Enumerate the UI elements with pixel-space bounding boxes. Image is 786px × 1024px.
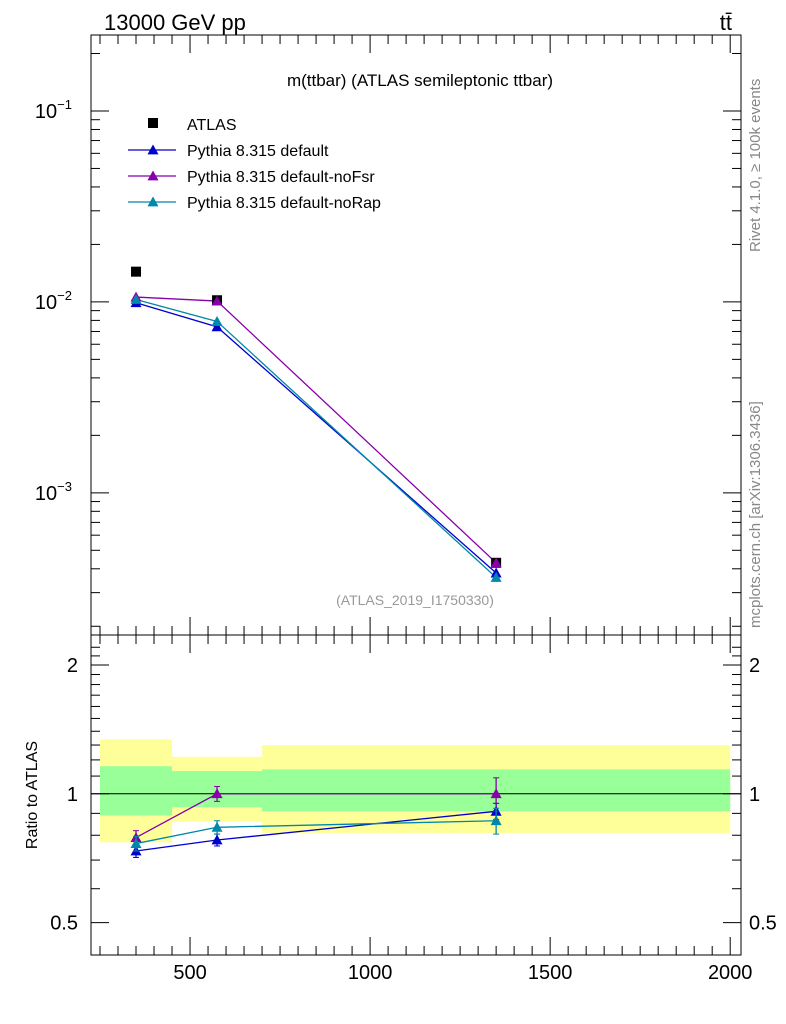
legend-label-atlas: ATLAS [187, 117, 237, 134]
band-inner [100, 766, 173, 816]
ratio-series [130, 777, 502, 858]
legend-marker [147, 196, 159, 207]
side-label-bottom: mcplots.cern.ch [arXiv:1306.3436] [747, 401, 764, 628]
lower-frame [90, 634, 742, 956]
chart-title: m(ttbar) (ATLAS semileptonic ttbar) [287, 71, 553, 90]
mc-point [130, 293, 142, 304]
side-label-top: Rivet 4.1.0, ≥ 100k events [747, 79, 764, 252]
ratio-y-tick-label-right: 2 [749, 655, 760, 677]
lower-axis-ticks: 0.5 0.5 1 1 2 2 500 1000 1500 2000 [50, 646, 777, 984]
legend-marker [147, 170, 159, 181]
legend-marker [147, 144, 159, 155]
mc-point [211, 295, 223, 306]
ratio-y-tick-label-right: 0.5 [749, 913, 777, 935]
legend: ATLAS Pythia 8.315 default Pythia 8.315 … [128, 117, 381, 212]
series-line [135, 298, 497, 579]
y-tick-exponent: −3 [57, 479, 72, 494]
ratio-point [211, 834, 223, 845]
ratio-uncertainty-bands [91, 739, 741, 843]
mc-point [490, 557, 502, 568]
legend-marker-atlas [148, 118, 158, 128]
ratio-point [490, 788, 502, 799]
data-point [131, 266, 142, 277]
legend-label-norap: Pythia 8.315 default-noRap [187, 195, 381, 212]
y-tick-label: 10−1 [35, 97, 72, 123]
y-tick-label: 10−3 [35, 479, 72, 505]
mc-point [490, 572, 502, 582]
legend-label-default: Pythia 8.315 default [187, 143, 329, 160]
series-line [135, 302, 497, 574]
y-tick-label: 10−2 [35, 288, 72, 314]
ratio-point [211, 821, 223, 832]
ratio-point [490, 815, 502, 826]
ratio-point [211, 788, 223, 799]
ratio-y-tick-label: 2 [67, 655, 78, 677]
x-tick-label: 500 [173, 962, 206, 984]
mc-point [211, 321, 223, 332]
y-tick-exponent: −2 [57, 288, 72, 303]
legend-label-nofsr: Pythia 8.315 default-noFsr [187, 169, 375, 186]
ratio-y-tick-label-right: 1 [749, 784, 760, 806]
series-line [135, 296, 497, 564]
x-tick-label: 1000 [348, 962, 393, 984]
y-tick-exponent: −1 [57, 97, 72, 112]
watermark: (ATLAS_2019_I1750330) [336, 592, 494, 608]
x-tick-label: 2000 [708, 962, 753, 984]
ratio-y-tick-label: 1 [67, 784, 78, 806]
header-right: tt̄ [720, 10, 732, 35]
upper-series [130, 266, 502, 582]
header-left: 13000 GeV pp [104, 10, 246, 35]
ratio-point [130, 838, 142, 848]
x-tick-label: 1500 [528, 962, 573, 984]
ratio-ylabel: Ratio to ATLAS [24, 741, 41, 849]
mc-point [211, 315, 223, 326]
ratio-y-tick-label: 0.5 [50, 913, 78, 935]
